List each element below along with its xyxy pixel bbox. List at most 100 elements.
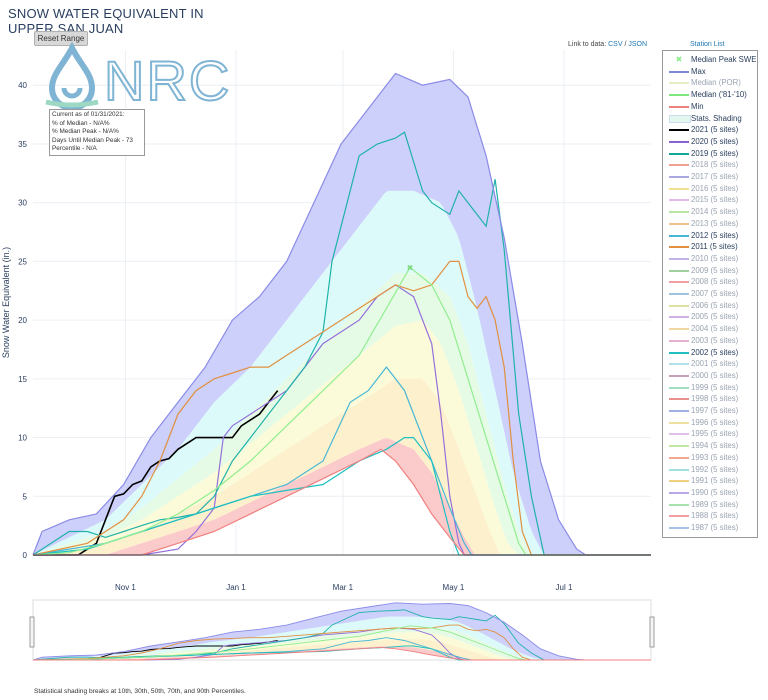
- legend-label: 1987 (5 sites): [691, 523, 739, 532]
- range-handle-left[interactable]: [29, 616, 35, 648]
- legend-item[interactable]: 1998 (5 sites): [663, 393, 757, 404]
- legend-swatch: [669, 222, 689, 225]
- legend-label: 1995 (5 sites): [691, 429, 739, 439]
- legend-item[interactable]: 2014 (5 sites): [663, 206, 757, 217]
- status-pct-median-peak: % Median Peak - N/A%: [52, 128, 119, 136]
- legend-item[interactable]: 2017 (5 sites): [663, 171, 757, 182]
- legend-label: 2008 (5 sites): [691, 277, 739, 287]
- legend-item[interactable]: 1989 (5 sites): [663, 499, 757, 510]
- legend-item[interactable]: Stats. Shading: [663, 113, 757, 124]
- legend-item[interactable]: 2019 (5 sites): [663, 148, 757, 159]
- chart-title-line1: SNOW WATER EQUIVALENT IN: [8, 6, 204, 21]
- legend-item[interactable]: Median ('81-'10): [663, 89, 757, 100]
- legend-item[interactable]: ✖ Median Peak SWE: [663, 54, 757, 65]
- legend-item[interactable]: 2000 (5 sites): [663, 370, 757, 381]
- legend: ✖ Median Peak SWE Max Median (POR) Median ('…: [662, 50, 758, 538]
- legend-label: 1994 (5 sites): [691, 441, 739, 451]
- legend-label: Max: [691, 66, 706, 76]
- legend-label: 2011 (5 sites): [691, 242, 738, 252]
- footer-note: Statistical shading breaks at 10th, 30th…: [34, 688, 246, 695]
- legend-item[interactable]: 2008 (5 sites): [663, 276, 757, 287]
- x-tick-label: May 1: [443, 583, 465, 592]
- link-prefix: Link to data:: [568, 41, 609, 48]
- legend-item[interactable]: 2012 (5 sites): [663, 230, 757, 241]
- legend-label: 1991 (5 sites): [691, 476, 739, 486]
- legend-item[interactable]: 2018 (5 sites): [663, 159, 757, 170]
- status-current: Current as of 01/31/2021:: [52, 111, 125, 118]
- legend-swatch: [669, 468, 689, 471]
- y-tick-label: 0: [23, 551, 28, 560]
- legend-swatch: ✖: [675, 55, 683, 64]
- legend-label: 2006 (5 sites): [691, 300, 739, 310]
- legend-item[interactable]: 1990 (5 sites): [663, 487, 757, 498]
- link-separator: /: [622, 41, 629, 48]
- legend-item[interactable]: 1987 (5 sites): [663, 522, 757, 533]
- legend-item[interactable]: 1997 (5 sites): [663, 405, 757, 416]
- legend-item[interactable]: 1992 (5 sites): [663, 464, 757, 475]
- legend-swatch: [669, 293, 689, 295]
- legend-label: Stats. Shading: [691, 113, 742, 123]
- range-band-50-30: [33, 632, 650, 660]
- range-slider[interactable]: [29, 599, 655, 661]
- legend-swatch: [669, 527, 689, 529]
- legend-item[interactable]: 2003 (5 sites): [663, 335, 757, 346]
- legend-label: Median (POR): [691, 78, 741, 88]
- legend-item[interactable]: 2021 (5 sites): [663, 124, 757, 135]
- range-series-line: [32, 625, 651, 661]
- legend-swatch: [669, 363, 689, 366]
- legend-item[interactable]: 2016 (5 sites): [663, 183, 757, 194]
- legend-item[interactable]: Median (POR): [663, 77, 757, 88]
- legend-item[interactable]: 2007 (5 sites): [663, 288, 757, 299]
- band-30-10: [33, 378, 650, 555]
- legend-item[interactable]: 2013 (5 sites): [663, 218, 757, 229]
- legend-swatch: [669, 105, 689, 108]
- legend-swatch: [669, 187, 689, 190]
- range-handle-right[interactable]: [649, 616, 655, 648]
- y-tick-label: 5: [23, 492, 28, 501]
- legend-label: 1988 (5 sites): [691, 511, 739, 521]
- legend-item[interactable]: 2004 (5 sites): [663, 323, 757, 334]
- legend-item[interactable]: 2005 (5 sites): [663, 311, 757, 322]
- legend-item[interactable]: 1996 (5 sites): [663, 417, 757, 428]
- status-pct-median: % of Median - N/A%: [52, 119, 110, 127]
- series-line: [32, 131, 651, 556]
- legend-item[interactable]: 2001 (5 sites): [663, 358, 757, 369]
- legend-item[interactable]: 1994 (5 sites): [663, 440, 757, 451]
- legend-item[interactable]: 2015 (5 sites): [663, 194, 757, 205]
- range-series-line: [32, 602, 651, 661]
- x-tick-label: Mar 1: [333, 583, 354, 592]
- legend-swatch: [669, 246, 689, 249]
- legend-label: 2003 (5 sites): [691, 335, 739, 345]
- legend-label: 2014 (5 sites): [691, 207, 739, 217]
- legend-swatch: [669, 82, 689, 85]
- legend-item[interactable]: 1999 (5 sites): [663, 382, 757, 393]
- legend-swatch: [669, 374, 689, 377]
- legend-swatch: [669, 257, 689, 260]
- range-series-line: [32, 609, 651, 661]
- legend-item[interactable]: 2020 (5 sites): [663, 136, 757, 147]
- csv-link[interactable]: CSV: [608, 41, 623, 48]
- legend-item[interactable]: 2002 (5 sites): [663, 347, 757, 358]
- legend-label: 1990 (5 sites): [691, 487, 739, 497]
- legend-item[interactable]: 1995 (5 sites): [663, 428, 757, 439]
- legend-item[interactable]: 2006 (5 sites): [663, 300, 757, 311]
- legend-item[interactable]: 2011 (5 sites): [663, 241, 757, 252]
- legend-label: 1989 (5 sites): [691, 499, 739, 509]
- legend-label: 1993 (5 sites): [691, 452, 739, 462]
- legend-label: 2000 (5 sites): [691, 370, 739, 380]
- legend-item[interactable]: 2010 (5 sites): [663, 253, 757, 264]
- legend-item[interactable]: 1993 (5 sites): [663, 452, 757, 463]
- legend-item[interactable]: 1988 (5 sites): [663, 510, 757, 521]
- band-70-50: [33, 273, 650, 555]
- legend-item[interactable]: Max: [663, 66, 757, 77]
- legend-item[interactable]: 2009 (5 sites): [663, 265, 757, 276]
- legend-swatch: [669, 176, 689, 178]
- legend-item[interactable]: 1991 (5 sites): [663, 475, 757, 486]
- reset-range-button[interactable]: Reset Range: [34, 31, 88, 46]
- json-link[interactable]: JSON: [628, 41, 648, 48]
- legend-swatch: [669, 152, 689, 155]
- range-series-line: [32, 624, 651, 661]
- legend-item[interactable]: Min: [663, 101, 757, 112]
- station-list-link[interactable]: Station List: [690, 41, 725, 48]
